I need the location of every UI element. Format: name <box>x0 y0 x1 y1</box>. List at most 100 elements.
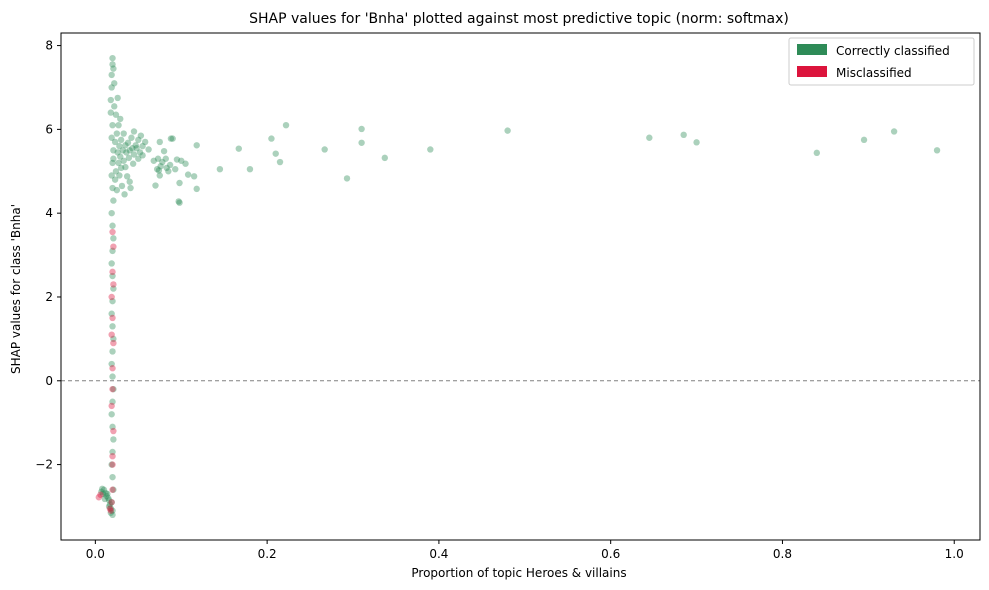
point-correct-103 <box>109 121 116 129</box>
point-correct-38 <box>160 147 168 155</box>
point-correct-7 <box>933 147 941 154</box>
legend-box <box>788 37 975 86</box>
point-correct-137 <box>106 501 114 508</box>
point-correct-128 <box>110 436 117 443</box>
point-correct-30 <box>175 198 182 205</box>
point-misclassified-12 <box>108 293 115 301</box>
point-correct-138 <box>105 496 113 504</box>
point-correct-12 <box>343 175 351 182</box>
point-correct-25 <box>182 160 189 167</box>
point-correct-132 <box>110 486 117 493</box>
point-misclassified-8 <box>108 402 115 410</box>
point-correct-55 <box>135 136 142 144</box>
point-misclassified-9 <box>109 365 116 372</box>
point-correct-80 <box>117 153 124 160</box>
y-axis-label: SHAP values for class 'Bnha' <box>9 204 23 374</box>
point-correct-6 <box>890 128 898 135</box>
point-correct-31 <box>172 165 179 173</box>
point-correct-35 <box>165 168 172 175</box>
point-correct-46 <box>152 182 159 189</box>
chart-title: SHAP values for 'Bnha' plotted against m… <box>249 11 789 27</box>
scatter-points <box>95 54 941 519</box>
point-correct-78 <box>117 136 125 144</box>
point-correct-27 <box>176 179 183 187</box>
point-correct-1 <box>646 134 653 141</box>
point-correct-73 <box>120 130 127 137</box>
point-correct-110 <box>108 209 115 217</box>
point-misclassified-3 <box>106 505 114 512</box>
point-correct-119 <box>109 323 116 330</box>
point-correct-88 <box>113 130 121 137</box>
legend-swatch-correct <box>797 44 827 55</box>
point-correct-140 <box>104 490 111 498</box>
point-correct-60 <box>129 160 137 167</box>
point-correct-44 <box>154 155 162 162</box>
point-correct-107 <box>108 172 115 179</box>
legend: Correctly classified Misclassified <box>788 37 975 86</box>
point-correct-14 <box>282 121 290 129</box>
point-correct-48 <box>145 146 152 153</box>
point-correct-43 <box>155 167 163 174</box>
point-correct-10 <box>358 125 365 133</box>
point-correct-118 <box>108 310 115 317</box>
x-tick-label-2: 0.4 <box>429 547 448 561</box>
point-correct-56 <box>133 145 140 152</box>
point-correct-99 <box>108 71 115 79</box>
point-correct-69 <box>123 149 130 156</box>
point-correct-124 <box>110 385 117 393</box>
y-tick-label-1: 0 <box>45 374 53 388</box>
x-tick-label-0: 0.0 <box>86 547 105 561</box>
point-misclassified-0 <box>95 494 102 501</box>
point-correct-139 <box>105 494 112 502</box>
point-correct-59 <box>130 128 138 135</box>
legend-label-misclassified: Misclassified <box>836 66 912 80</box>
point-correct-70 <box>122 163 129 171</box>
point-correct-5 <box>860 136 868 144</box>
point-correct-116 <box>110 285 117 292</box>
point-correct-127 <box>109 423 116 431</box>
point-correct-26 <box>178 157 185 164</box>
point-correct-63 <box>127 184 134 192</box>
point-correct-146 <box>98 488 105 496</box>
point-correct-71 <box>122 142 129 149</box>
point-misclassified-7 <box>110 427 117 435</box>
point-correct-129 <box>109 448 116 456</box>
point-correct-18 <box>246 165 254 173</box>
point-correct-4 <box>813 149 821 157</box>
point-correct-98 <box>109 61 116 68</box>
point-correct-72 <box>121 191 128 198</box>
point-correct-3 <box>693 139 700 146</box>
point-misclassified-18 <box>110 281 117 288</box>
y-tick-label-3: 4 <box>45 206 53 220</box>
point-correct-20 <box>216 165 224 173</box>
point-correct-9 <box>381 154 388 162</box>
point-correct-123 <box>109 373 116 380</box>
point-correct-126 <box>108 411 115 418</box>
point-correct-96 <box>110 65 117 72</box>
y-tick-label-5: 8 <box>45 39 53 53</box>
point-correct-51 <box>139 142 146 150</box>
point-correct-81 <box>116 172 123 179</box>
y-tick-label-0: −2 <box>35 458 53 472</box>
point-misclassified-13 <box>109 268 116 276</box>
point-correct-36 <box>163 164 170 172</box>
point-correct-149 <box>107 509 115 516</box>
point-correct-40 <box>157 163 164 170</box>
x-axis-label: Proportion of topic Heroes & villains <box>411 566 626 580</box>
point-correct-122 <box>108 360 115 368</box>
point-correct-52 <box>137 132 145 139</box>
point-misclassified-14 <box>110 243 117 250</box>
x-axis: 0.0 0.2 0.4 0.6 0.8 1.0 <box>86 540 964 561</box>
point-correct-143 <box>100 486 108 493</box>
point-correct-32 <box>169 135 176 142</box>
point-correct-82 <box>116 142 123 150</box>
point-misclassified-19 <box>109 385 116 393</box>
point-correct-120 <box>110 335 117 343</box>
point-correct-61 <box>129 145 136 152</box>
point-correct-113 <box>109 247 116 255</box>
x-tick-label-5: 1.0 <box>945 547 964 561</box>
point-correct-15 <box>276 158 284 166</box>
point-correct-90 <box>112 111 120 118</box>
point-correct-134 <box>109 507 116 514</box>
